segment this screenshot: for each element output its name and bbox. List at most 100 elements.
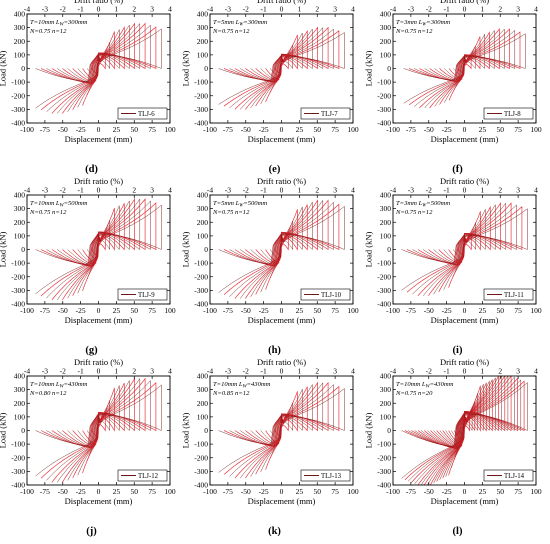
x-tick-label: -100 [386,125,400,134]
hysteresis-loop [218,32,345,105]
x-tick-label: -25 [442,487,452,496]
panel-label: (j) [86,526,97,537]
x2-axis-title: Drift ratio (%) [257,357,306,367]
x-tick-label: 50 [497,487,505,496]
y-tick-label: -300 [377,467,391,476]
legend-label: TLJ-14 [504,473,525,480]
chart-panel-tlj-6: -100 -75 -50 -25 0 25 50 75 100 -4 -3 -2 -1 0 1 2 3 4 400 3… [0,0,183,181]
y-tick-label: -100 [194,78,208,87]
x2-tick-label: 1 [298,5,302,14]
x2-axis-title: Drift ratio (%) [440,0,489,5]
hysteresis-chart: -100 -75 -50 -25 0 25 50 75 100 -4 -3 -2 -1 0 1 2 3 4 400 3… [364,357,542,506]
x-axis-title: Displacement (mm) [248,496,316,506]
y-tick-label: 0 [387,245,391,254]
params-line-1: T=3mm LW=300mm [396,19,450,28]
y-tick-label: 400 [380,191,392,200]
y-tick-label: 400 [14,191,26,200]
x-tick-label: -50 [58,306,68,315]
x2-tick-label: -4 [24,367,30,376]
x2-tick-label: 2 [315,186,319,195]
x2-tick-label: 2 [315,5,319,14]
x-tick-label: 75 [514,306,522,315]
x-tick-label: 75 [331,306,339,315]
legend-box [483,469,534,482]
y-axis-title: Load (kN) [181,413,191,449]
legend-box [117,288,168,301]
x-tick-label: 25 [296,306,304,315]
x-tick-label: 75 [148,125,156,134]
panel-label: (f) [452,164,463,175]
legend-label: TLJ-12 [138,473,159,480]
x-tick-label: 100 [164,487,176,496]
y-tick-label: -100 [11,78,25,87]
y-tick-label: -300 [194,105,208,114]
y-tick-label: -300 [377,105,391,114]
x-tick-label: 100 [347,125,359,134]
hysteresis-chart: -100 -75 -50 -25 0 25 50 75 100 -4 -3 -2 -1 0 1 2 3 4 400 3… [0,0,176,144]
legend-label: TLJ-13 [321,473,342,480]
hysteresis-chart: -100 -75 -50 -25 0 25 50 75 100 -4 -3 -2 -1 0 1 2 3 4 400 3… [181,0,359,144]
panel-label: (i) [452,345,463,356]
y-tick-label: -300 [11,286,25,295]
x-tick-label: 0 [280,487,284,496]
x-tick-label: 75 [148,306,156,315]
x-tick-label: -50 [58,487,68,496]
y-tick-label: 400 [14,10,26,19]
x2-tick-label: -2 [426,367,432,376]
x2-axis-title: Drift ratio (%) [257,0,306,5]
x-tick-label: 100 [164,125,176,134]
x-tick-label: -100 [20,487,34,496]
x2-tick-label: -3 [225,186,231,195]
y-tick-label: 300 [14,23,26,32]
x2-tick-label: 1 [481,5,485,14]
x2-tick-label: -4 [390,367,396,376]
y-tick-label: 100 [14,231,26,240]
x-axis-title: Displacement (mm) [248,315,316,325]
params-line-1: T=10mm LW=500mm [30,200,88,209]
y-tick-label: -100 [377,259,391,268]
legend-label: TLJ-8 [504,111,521,118]
y-tick-label: -400 [194,300,208,309]
params-line-1: T=10mm LW=430mm [30,381,88,390]
x-tick-label: 75 [514,487,522,496]
params-line-2: N=0.75 n=12 [212,28,250,35]
x2-tick-label: 0 [97,5,101,14]
x2-tick-label: -2 [243,5,249,14]
x-tick-label: 50 [131,306,139,315]
x2-tick-label: -4 [24,5,30,14]
x2-tick-label: 2 [132,186,136,195]
chart-panel-tlj-9: -100 -75 -50 -25 0 25 50 75 100 -4 -3 -2 -1 0 1 2 3 4 400 3… [0,176,183,362]
legend-box [483,288,534,301]
legend-label: TLJ-11 [504,292,524,299]
x2-tick-label: -1 [444,186,450,195]
x2-tick-label: -3 [42,186,48,195]
y-tick-label: -100 [377,440,391,449]
x-tick-label: 50 [497,306,505,315]
x-axis-title: Displacement (mm) [431,496,499,506]
params-line-1: T=5mm LW=500mm [213,200,267,209]
x-tick-label: 100 [164,306,176,315]
panel-label: (g) [85,345,98,356]
y-tick-label: 0 [387,64,391,73]
y-axis-title: Load (kN) [181,232,191,268]
x-tick-label: -75 [40,125,50,134]
y-tick-label: -400 [377,481,391,490]
hysteresis-curves [35,197,162,301]
x-tick-label: 25 [296,125,304,134]
x2-tick-label: -1 [78,5,84,14]
x-tick-label: 0 [97,306,101,315]
y-tick-label: -100 [11,259,25,268]
hysteresis-loop [403,33,526,104]
legend-box [300,469,351,482]
x2-tick-label: -3 [408,367,414,376]
x-axis-title: Displacement (mm) [248,134,316,144]
x2-tick-label: 3 [516,186,520,195]
hysteresis-loop [35,204,162,295]
x-tick-label: -25 [76,306,86,315]
panel-label: (d) [85,164,98,175]
x-tick-label: -50 [241,125,251,134]
x-tick-label: 25 [479,306,487,315]
x-tick-label: 100 [530,487,542,496]
x2-tick-label: -4 [24,186,30,195]
x2-tick-label: 2 [498,5,502,14]
